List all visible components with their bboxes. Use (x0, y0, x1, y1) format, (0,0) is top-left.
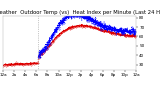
Title: Milwaukee Weather  Outdoor Temp (vs)  Heat Index per Minute (Last 24 Hours): Milwaukee Weather Outdoor Temp (vs) Heat… (0, 10, 160, 15)
